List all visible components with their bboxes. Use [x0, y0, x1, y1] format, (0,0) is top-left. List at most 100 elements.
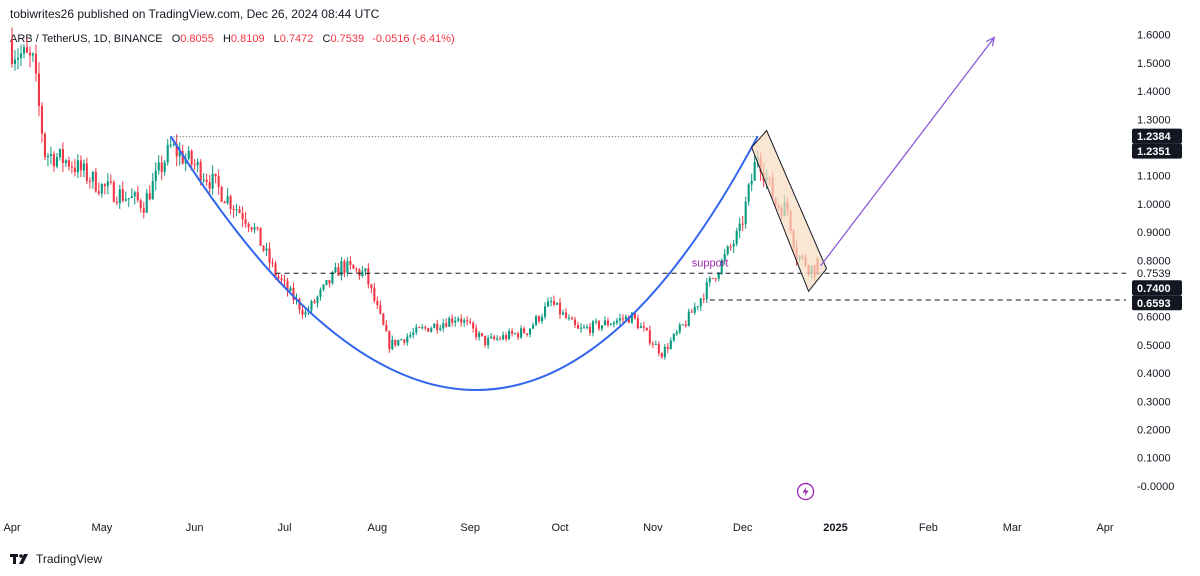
candle-body: [202, 179, 205, 181]
y-tick-label: 0.9000: [1137, 227, 1171, 239]
candle-body: [499, 338, 502, 340]
candle-body: [43, 133, 46, 158]
candle-body: [100, 184, 103, 194]
x-tick-label: Nov: [643, 522, 663, 534]
candle-body: [424, 327, 427, 329]
candle-body: [130, 196, 133, 199]
candle-body: [490, 336, 493, 339]
candle-body: [244, 219, 247, 224]
candle-body: [61, 149, 64, 164]
candle-body: [406, 336, 409, 343]
candle-body: [289, 287, 292, 292]
cup-curve: [169, 135, 759, 392]
candle-body: [73, 167, 76, 173]
candle-body: [702, 298, 705, 300]
candle-body: [696, 306, 699, 308]
candle-body: [298, 298, 301, 310]
y-tick-label: 1.6000: [1137, 30, 1171, 42]
candle-body: [178, 151, 181, 157]
candle-body: [466, 320, 469, 322]
candle-body: [217, 176, 220, 187]
candle-body: [520, 328, 523, 338]
candle-body: [741, 223, 744, 225]
candles: [10, 27, 819, 360]
candle-body: [58, 149, 61, 158]
candle-body: [160, 162, 163, 172]
candle-body: [364, 268, 367, 272]
y-tick-label: 0.6000: [1137, 312, 1171, 324]
target-arrow-line: [820, 37, 995, 267]
candle-body: [124, 199, 127, 201]
candle-body: [10, 39, 14, 65]
flag-channel-box: [751, 129, 828, 293]
candle-body: [331, 272, 334, 284]
candle-body: [666, 346, 669, 349]
candle-body: [558, 302, 562, 315]
candle-body: [259, 227, 262, 246]
candle-body: [451, 318, 454, 323]
candle-body: [115, 201, 118, 204]
candle-body: [735, 230, 738, 244]
candle-body: [585, 326, 589, 328]
candle-body: [511, 331, 514, 334]
candle-body: [148, 193, 151, 200]
candle-body: [496, 338, 499, 340]
candle-body: [67, 160, 70, 167]
candle-body: [373, 287, 376, 301]
candle-body: [34, 53, 38, 74]
symbol-name[interactable]: ARB / TetherUS, 1D, BINANCE: [10, 33, 163, 45]
candle-body: [493, 336, 496, 340]
candle-body: [594, 321, 597, 323]
candle-body: [253, 227, 256, 230]
candle-body: [367, 268, 370, 285]
candle-body: [624, 316, 627, 320]
change-value: -0.0516 (-6.41%): [372, 33, 455, 45]
candle-body: [678, 324, 681, 332]
candle-body: [346, 261, 349, 273]
candle-body: [145, 193, 148, 213]
candle-body: [106, 181, 109, 187]
candle-body: [169, 144, 172, 146]
candle-body: [220, 186, 223, 202]
candle-body: [172, 144, 175, 146]
candle-body: [139, 200, 142, 209]
candle-body: [91, 171, 94, 182]
candle-body: [397, 340, 400, 346]
drawings: support: [169, 36, 1126, 501]
candle-body: [103, 184, 106, 187]
candle-body: [286, 280, 289, 292]
y-tick-label: 1.4000: [1137, 86, 1171, 98]
close-value: 0.7539: [330, 33, 365, 45]
candle-body: [460, 318, 463, 323]
lightning-icon: [796, 482, 815, 501]
candle-body: [606, 320, 609, 326]
candle-body: [690, 311, 693, 313]
candle-body: [358, 269, 361, 276]
candle-body: [561, 312, 565, 315]
candle-body: [412, 332, 415, 335]
candle-body: [136, 192, 139, 201]
y-tick-label: 0.8000: [1137, 255, 1171, 267]
price-label-box: [1132, 143, 1182, 159]
candle-body: [720, 260, 723, 274]
candle-body: [214, 173, 217, 177]
candle-body: [229, 196, 232, 209]
x-tick-label: Apr: [1096, 522, 1113, 534]
candle-body: [469, 321, 472, 323]
candle-body: [639, 326, 642, 329]
price-label-text: 0.7539: [1137, 268, 1171, 280]
price-label-text: 0.6593: [1137, 298, 1171, 310]
close-label: C: [322, 33, 331, 45]
candle-body: [277, 276, 280, 279]
candle-body: [633, 312, 636, 319]
x-tick-label: Feb: [919, 522, 938, 534]
candle-body: [250, 227, 253, 230]
candle-body: [142, 208, 145, 213]
candle-body: [600, 325, 603, 329]
x-tick-label: Dec: [733, 522, 753, 534]
candle-body: [94, 171, 97, 192]
y-tick-label: 0.2000: [1137, 424, 1171, 436]
candle-body: [349, 261, 352, 265]
candle-body: [46, 155, 49, 158]
